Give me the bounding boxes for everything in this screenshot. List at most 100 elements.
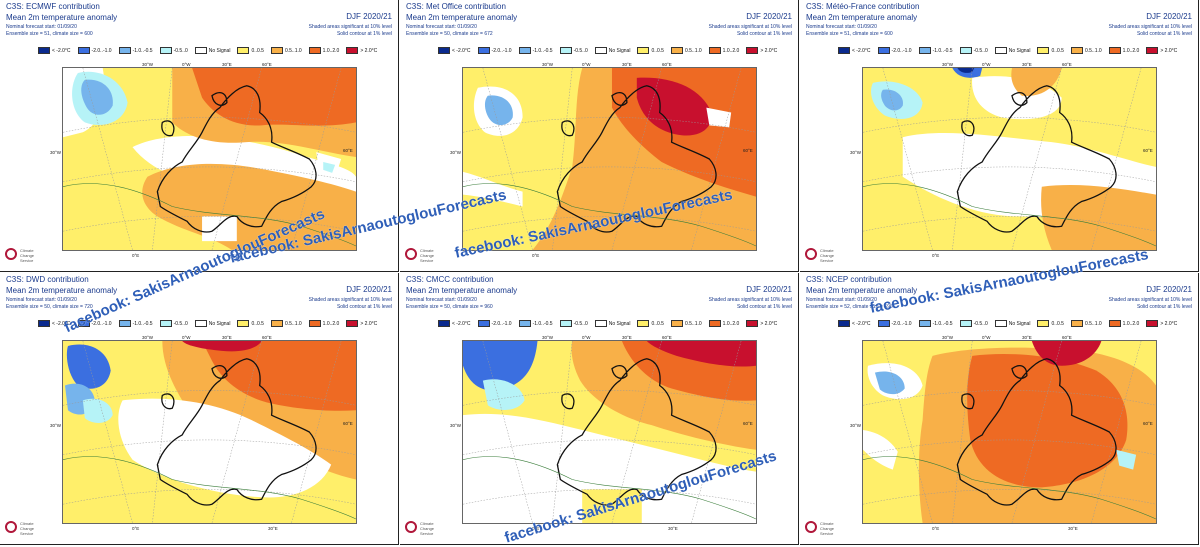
anomaly-region xyxy=(463,341,538,391)
legend-swatch xyxy=(118,47,131,54)
legend-item: -2.0..-1.0 xyxy=(77,320,112,327)
legend-label: -0.5..0 xyxy=(573,47,588,54)
logo-text-line2: Change Service xyxy=(420,253,435,263)
right-meridian-label: 60°E xyxy=(1143,421,1153,426)
legend-swatch xyxy=(1146,320,1159,327)
anomaly-region xyxy=(66,344,111,389)
anomaly-map xyxy=(862,340,1157,524)
anomaly-map xyxy=(462,67,757,251)
anomaly-region xyxy=(463,413,756,523)
legend-swatch xyxy=(1108,320,1121,327)
logo-text-line2: Change Service xyxy=(820,526,835,536)
logo-text-line1: Climate xyxy=(20,521,34,526)
legend-swatch xyxy=(77,47,90,54)
legend-label: > 2.0°C xyxy=(1160,320,1178,327)
legend-swatch xyxy=(477,47,490,54)
bottom-meridian-label: 0°E xyxy=(132,526,140,531)
logo-text: Climate Change Service xyxy=(820,248,843,263)
legend-swatch xyxy=(194,320,207,327)
legend-swatch xyxy=(159,320,172,327)
bottom-meridian-label: 0°E xyxy=(932,526,940,531)
legend-item: 1.0..2.0 xyxy=(308,47,339,54)
graticule-line xyxy=(863,216,1156,232)
anomaly-region xyxy=(202,216,237,242)
season-label: DJF 2020/21 xyxy=(346,285,392,294)
legend-label: 0..0.5 xyxy=(1051,320,1064,327)
significance-contour xyxy=(463,456,756,520)
panel-title: C3S: DWD contribution xyxy=(6,275,89,284)
legend-item: -2.0..-1.0 xyxy=(477,47,512,54)
panel-title: C3S: NCEP contribution xyxy=(806,275,892,284)
legend-swatch xyxy=(38,47,50,54)
graticule-line xyxy=(863,166,1156,182)
significance-note: Shaded areas significant at 10% level xyxy=(708,297,792,303)
legend-label: > 2.0°C xyxy=(760,320,778,327)
bottom-meridian-label: 0°E xyxy=(532,253,540,258)
legend-item: -1.0..-0.5 xyxy=(118,47,153,54)
anomaly-region xyxy=(1116,449,1137,470)
legend-label: < -2.0°C xyxy=(852,320,871,327)
panel-ncep: C3S: NCEP contribution Mean 2m temperatur… xyxy=(800,273,1199,545)
longitude-label: 0°W xyxy=(982,335,991,340)
legend-label: -2.0..-1.0 xyxy=(891,47,912,54)
legend: < -2.0°C -2.0..-1.0 -1.0..-0.5 -0.5..0 No Si… xyxy=(838,47,1184,54)
legend-swatch xyxy=(708,47,721,54)
logo-text-line1: Climate xyxy=(420,248,434,253)
longitude-label: 0°W xyxy=(182,62,191,67)
legend-swatch xyxy=(746,47,759,54)
graticule-line xyxy=(152,341,173,523)
graticule-line xyxy=(552,68,573,250)
legend-swatch xyxy=(308,320,321,327)
legend: < -2.0°C -2.0..-1.0 -1.0..-0.5 -0.5..0 No Si… xyxy=(38,47,384,54)
coastline xyxy=(956,85,1117,233)
legend-item: 1.0..2.0 xyxy=(708,320,739,327)
legend-label: < -2.0°C xyxy=(52,320,71,327)
legend-item: -1.0..-0.5 xyxy=(918,320,953,327)
legend-label: 0..0.5 xyxy=(251,320,264,327)
legend-swatch xyxy=(477,320,490,327)
legend-item: -0.5..0 xyxy=(959,320,988,327)
panel-cmcc: C3S: CMCC contribution Mean 2m temperatur… xyxy=(400,273,799,545)
legend-label: No Signal xyxy=(1008,320,1031,327)
season-label: DJF 2020/21 xyxy=(746,12,792,21)
graticule-line xyxy=(463,166,756,182)
legend-item: -0.5..0 xyxy=(159,320,188,327)
legend-item: -0.5..0 xyxy=(559,320,588,327)
forecast-start: Nominal forecast start: 01/09/20 xyxy=(406,297,477,303)
legend-label: -2.0..-1.0 xyxy=(891,320,912,327)
left-meridian-label: 30°W xyxy=(850,150,862,155)
contour-note: Solid contour at 1% level xyxy=(1136,31,1192,37)
legend-item: > 2.0°C xyxy=(746,320,777,327)
contour-note: Solid contour at 1% level xyxy=(736,31,792,37)
season-label: DJF 2020/21 xyxy=(1146,12,1192,21)
legend-item: -2.0..-1.0 xyxy=(77,47,112,54)
graticule-line xyxy=(63,489,356,505)
legend-label: -1.0..-0.5 xyxy=(132,47,153,54)
legend: < -2.0°C -2.0..-1.0 -1.0..-0.5 -0.5..0 No Si… xyxy=(38,320,384,327)
legend-item: No Signal xyxy=(994,47,1031,54)
significance-note: Shaded areas significant at 10% level xyxy=(308,24,392,30)
legend-item: > 2.0°C xyxy=(1146,47,1177,54)
legend-label: No Signal xyxy=(1008,47,1031,54)
significance-contour xyxy=(63,183,356,247)
anomaly-region xyxy=(1011,68,1062,96)
legend-label: -2.0..-1.0 xyxy=(91,320,112,327)
logo-mark-icon xyxy=(405,521,417,533)
legend-label: -0.5..0 xyxy=(573,320,588,327)
right-meridian-label: 60°E xyxy=(743,421,753,426)
legend-label: 0..0.5 xyxy=(651,47,664,54)
anomaly-region xyxy=(118,398,332,498)
forecast-start: Nominal forecast start: 01/09/20 xyxy=(406,24,477,30)
legend-label: -0.5..0 xyxy=(173,320,188,327)
anomaly-map xyxy=(62,67,357,251)
longitude-label: 30°E xyxy=(622,335,632,340)
legend-item: 0..0.5 xyxy=(1037,320,1064,327)
legend-label: 0.5..1.0 xyxy=(1084,320,1102,327)
logo-mark-icon xyxy=(805,248,817,260)
legend-item: No Signal xyxy=(994,320,1031,327)
logo-mark-icon xyxy=(5,521,17,533)
legend-item: No Signal xyxy=(594,47,630,54)
legend-swatch xyxy=(1070,320,1083,327)
legend-swatch xyxy=(959,47,972,54)
forecast-start: Nominal forecast start: 01/09/20 xyxy=(806,24,877,30)
